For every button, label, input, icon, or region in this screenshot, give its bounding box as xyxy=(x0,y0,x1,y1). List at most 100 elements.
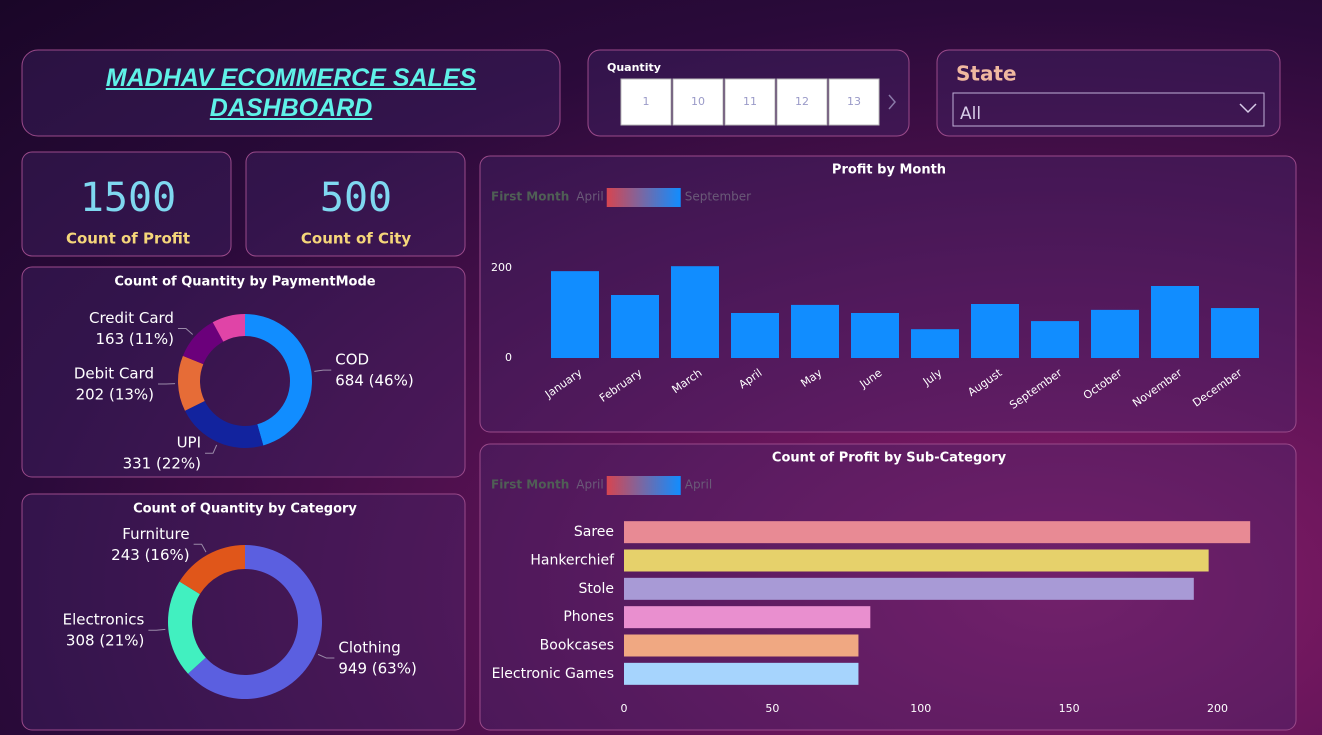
slicer-button[interactable] xyxy=(620,78,672,126)
slice-label: Clothing xyxy=(338,639,400,657)
dropdown-arrow[interactable] xyxy=(1239,103,1257,114)
chart-title: Count of Profit by Sub-Category xyxy=(772,451,1007,466)
bar xyxy=(671,266,719,358)
y-tick-label: Stole xyxy=(579,581,614,597)
bar xyxy=(624,662,859,685)
dropdown-value: All xyxy=(960,104,981,124)
slicer-button[interactable] xyxy=(672,78,724,126)
chart-panel xyxy=(479,155,1297,433)
y-tick-label: Phones xyxy=(563,609,614,625)
bar xyxy=(624,577,1194,600)
leader-line xyxy=(317,653,335,659)
slicer-button[interactable] xyxy=(828,78,880,126)
x-tick-label: 150 xyxy=(1059,702,1080,715)
leader-line xyxy=(205,444,218,454)
slicer-option: 1 xyxy=(643,95,650,108)
bar xyxy=(731,313,779,358)
legend-gradient xyxy=(606,188,681,207)
bar xyxy=(851,313,899,358)
legend-gradient xyxy=(606,476,681,495)
title-box: MADHAV ECOMMERCE SALES DASHBOARD xyxy=(22,50,560,136)
bar xyxy=(624,634,859,657)
slice-label: Electronics xyxy=(63,611,145,629)
x-tick-label: 200 xyxy=(1207,702,1228,715)
kpi-card xyxy=(245,151,466,257)
legend-title: First Month xyxy=(491,478,569,492)
leader-line xyxy=(193,543,207,553)
dropdown[interactable] xyxy=(952,92,1265,127)
slice-label: Furniture xyxy=(122,525,189,543)
slice-label: Debit Card xyxy=(74,364,154,382)
y-tick-label: Hankerchief xyxy=(530,553,615,569)
donut-slice xyxy=(184,401,264,448)
donut-slice xyxy=(187,545,323,699)
kpi-label: Count of City xyxy=(301,230,411,248)
x-tick-label: 50 xyxy=(765,702,779,715)
donut-slice xyxy=(212,314,245,342)
bar xyxy=(611,295,659,358)
y-tick-label: 200 xyxy=(491,261,512,274)
chart-panel xyxy=(21,493,466,731)
bar xyxy=(624,549,1209,572)
chart-panel xyxy=(21,266,466,478)
leader-line xyxy=(177,328,194,335)
donut-slice xyxy=(182,322,224,365)
leader-line xyxy=(148,628,166,631)
legend-min: April xyxy=(576,478,603,492)
slice-value-label: 331 (22%) xyxy=(123,455,201,473)
donut-slice xyxy=(168,581,206,674)
donut-slice xyxy=(245,314,312,446)
kpi-card xyxy=(21,151,232,257)
y-tick-label: Saree xyxy=(574,524,614,540)
slicer-option: 12 xyxy=(795,95,809,108)
chart-title: Count of Quantity by Category xyxy=(133,502,357,517)
kpi-value: 500 xyxy=(320,175,392,221)
slice-value-label: 243 (16%) xyxy=(111,546,189,564)
slice-value-label: 163 (11%) xyxy=(96,330,174,348)
title-panel xyxy=(21,49,561,137)
slicer-button[interactable] xyxy=(724,78,776,126)
legend-min: April xyxy=(576,190,603,204)
legend-max: September xyxy=(685,190,751,204)
legend-max: April xyxy=(685,478,712,492)
donut-slice xyxy=(178,355,205,411)
bar xyxy=(1091,309,1139,358)
slicer-option: 11 xyxy=(743,95,757,108)
y-tick-label: Electronic Games xyxy=(492,666,614,682)
kpi-label: Count of Profit xyxy=(66,230,190,248)
slicer-option: 13 xyxy=(847,95,861,108)
slicer-option: 10 xyxy=(691,95,705,108)
bar xyxy=(1151,286,1199,358)
bar xyxy=(1211,308,1259,358)
x-tick-label: 0 xyxy=(621,702,628,715)
slice-label: UPI xyxy=(177,434,201,452)
x-tick-label: 100 xyxy=(910,702,931,715)
slicer-button[interactable] xyxy=(776,78,828,126)
dashboard-title: MADHAV ECOMMERCE SALES DASHBOARD xyxy=(105,64,477,122)
slice-label: Credit Card xyxy=(89,309,174,327)
bar xyxy=(624,521,1251,544)
kpi-value: 1500 xyxy=(80,175,176,221)
bar xyxy=(551,271,599,358)
slicer-label: State xyxy=(956,62,1017,86)
bar xyxy=(1031,321,1079,358)
slice-value-label: 949 (63%) xyxy=(338,660,416,678)
bar xyxy=(624,606,871,629)
donut-slice xyxy=(179,545,245,595)
leader-line xyxy=(314,369,332,372)
bar xyxy=(971,304,1019,358)
chart-title: Count of Quantity by PaymentMode xyxy=(114,275,375,290)
legend-title: First Month xyxy=(491,190,569,204)
y-tick-label: 0 xyxy=(505,351,512,364)
slice-value-label: 202 (13%) xyxy=(76,385,154,403)
y-tick-label: Bookcases xyxy=(540,638,614,654)
slice-value-label: 684 (46%) xyxy=(335,372,413,390)
slice-label: COD xyxy=(335,351,369,369)
scroll-arrow[interactable] xyxy=(888,94,896,110)
slicer-label: Quantity xyxy=(607,61,661,74)
bar xyxy=(791,304,839,358)
chart-title: Profit by Month xyxy=(832,163,946,178)
slice-value-label: 308 (21%) xyxy=(66,632,144,650)
